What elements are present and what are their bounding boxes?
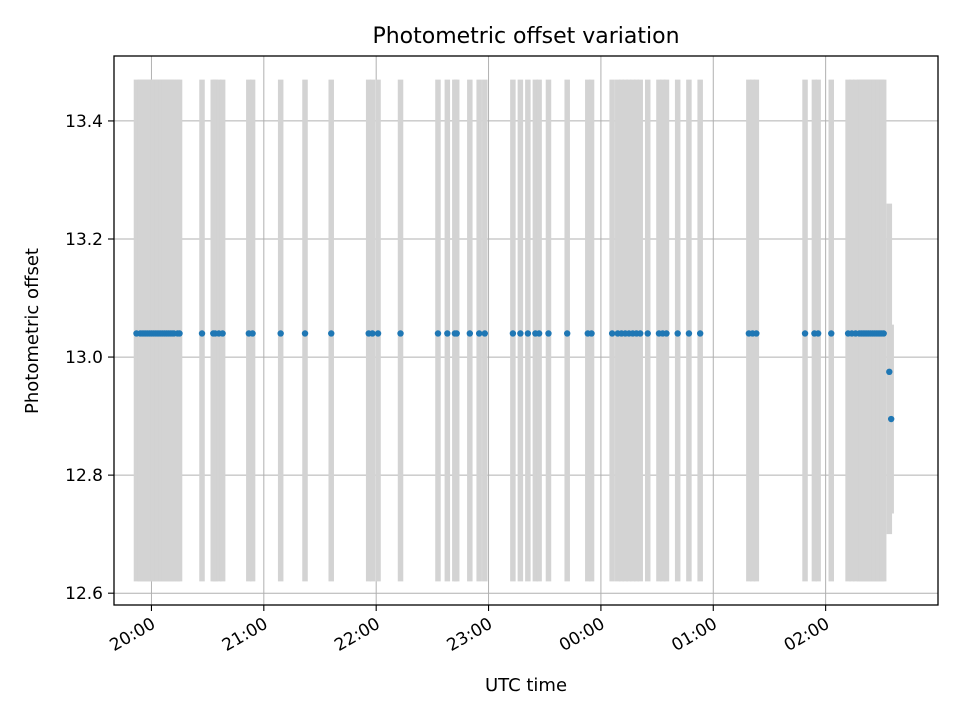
data-point xyxy=(535,330,543,337)
data-point xyxy=(444,330,451,337)
data-point xyxy=(828,330,835,337)
data-point xyxy=(564,330,571,337)
y-tick-label: 12.8 xyxy=(65,466,103,486)
data-point xyxy=(814,330,822,337)
data-point xyxy=(277,330,284,337)
data-point xyxy=(369,330,376,337)
data-point xyxy=(374,330,382,337)
data-point xyxy=(434,330,442,337)
plot-frame xyxy=(113,55,939,606)
data-point xyxy=(517,330,524,337)
data-point xyxy=(509,330,517,337)
data-point xyxy=(637,330,644,337)
data-point xyxy=(328,330,335,337)
y-axis-label: Photometric offset xyxy=(22,248,43,414)
data-point xyxy=(453,330,460,337)
data-point xyxy=(301,330,309,337)
data-points xyxy=(133,330,895,423)
data-point xyxy=(887,415,895,423)
data-point xyxy=(608,330,616,337)
data-point xyxy=(466,330,474,337)
data-point xyxy=(481,330,488,337)
x-tick-label: 02:00 xyxy=(781,614,833,656)
y-tick-label: 13.0 xyxy=(65,348,103,368)
x-tick-label: 01:00 xyxy=(668,614,720,656)
data-point xyxy=(545,330,552,337)
y-tick-label: 13.4 xyxy=(65,112,103,132)
x-tick-label: 20:00 xyxy=(107,614,159,656)
x-tick-label: 21:00 xyxy=(219,614,271,656)
chart-title: Photometric offset variation xyxy=(372,24,679,49)
data-point xyxy=(176,330,183,337)
data-point xyxy=(397,330,404,337)
data-point xyxy=(524,330,532,337)
data-point xyxy=(886,368,893,376)
data-point xyxy=(249,330,256,337)
data-point xyxy=(588,330,595,337)
x-tick-label: 00:00 xyxy=(556,614,608,656)
data-point xyxy=(753,330,760,337)
data-point xyxy=(880,330,887,337)
y-tick-label: 13.2 xyxy=(65,230,103,250)
data-point xyxy=(674,330,681,337)
x-tick-label: 23:00 xyxy=(444,614,496,656)
data-point xyxy=(696,330,704,337)
y-tick-label: 12.6 xyxy=(65,584,103,604)
data-point xyxy=(198,330,206,337)
x-tick-label: 22:00 xyxy=(331,614,383,656)
data-point xyxy=(644,330,651,337)
data-point xyxy=(219,330,226,337)
x-axis-label: UTC time xyxy=(485,675,567,696)
data-point xyxy=(475,330,483,337)
data-point xyxy=(663,330,670,337)
data-point xyxy=(801,330,809,337)
data-point xyxy=(685,330,693,337)
